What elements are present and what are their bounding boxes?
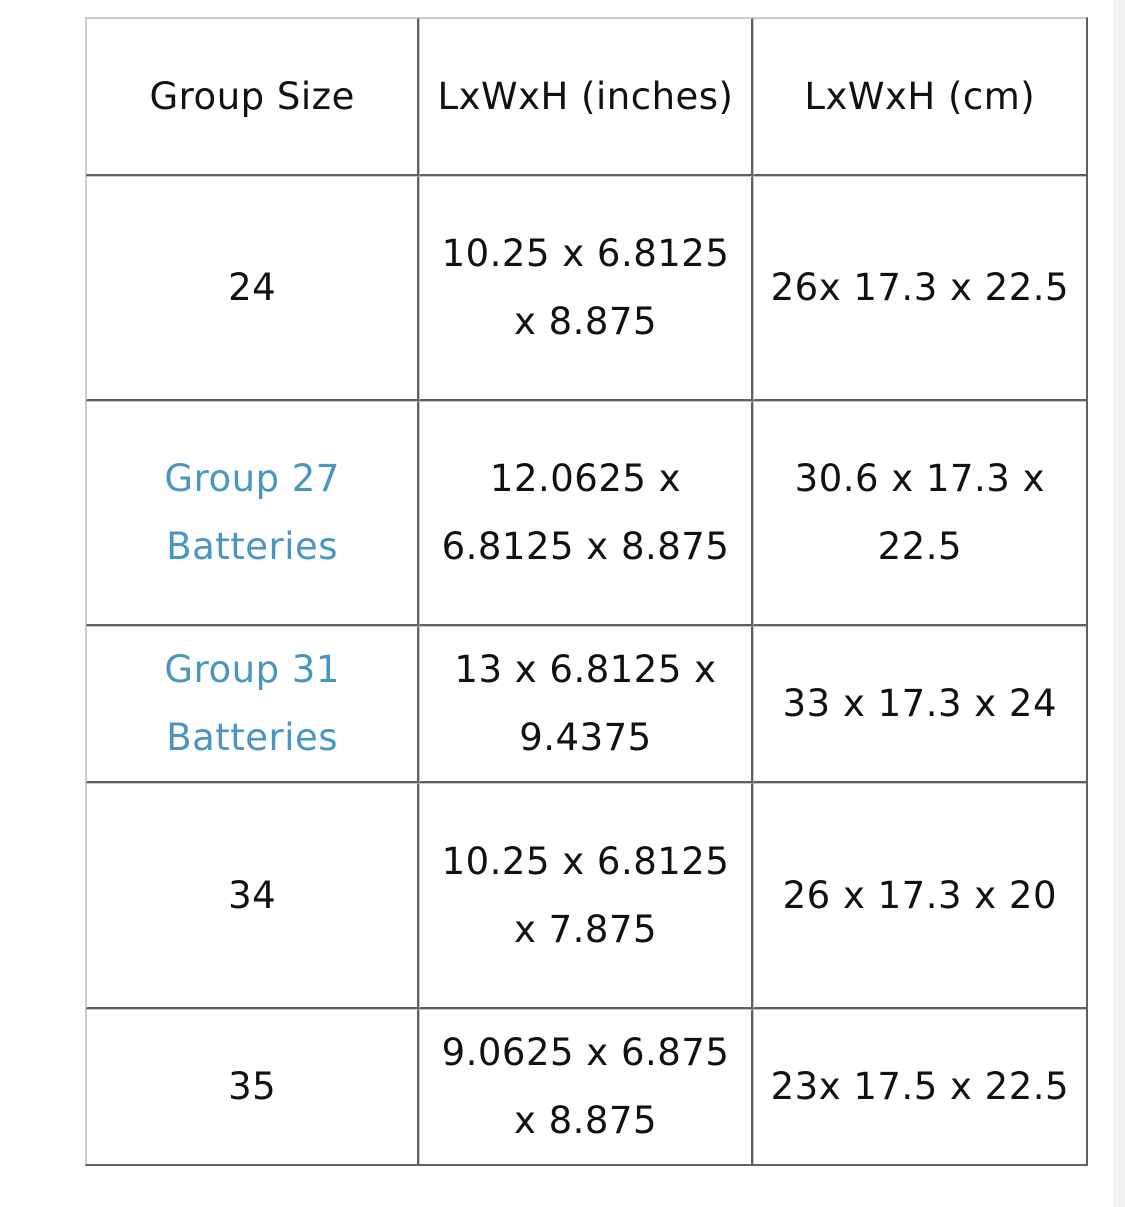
dimensions-cm-cell: 30.6 x 17.3 x 22.5 bbox=[752, 401, 1086, 626]
group-size-cell: Group 27 Batteries bbox=[86, 401, 420, 626]
dimensions-inches-cell: 13 x 6.8125 x 9.4375 bbox=[419, 626, 753, 783]
table-row: 34 10.25 x 6.8125 x 7.875 26 x 17.3 x 20 bbox=[86, 783, 1086, 1009]
table-row: 35 9.0625 x 6.875 x 8.875 23x 17.5 x 22.… bbox=[86, 1009, 1086, 1164]
dimensions-cm-cell: 23x 17.5 x 22.5 bbox=[752, 1009, 1086, 1164]
page-side-bar bbox=[1113, 0, 1125, 1207]
table-row: Group 27 Batteries 12.0625 x 6.8125 x 8.… bbox=[86, 401, 1086, 626]
header-row: Group Size LxWxH (inches) LxWxH (cm) bbox=[86, 18, 1086, 176]
table-row: Group 31 Batteries 13 x 6.8125 x 9.4375 … bbox=[86, 626, 1086, 783]
dimensions-cm-cell: 33 x 17.3 x 24 bbox=[752, 626, 1086, 783]
table-row: 24 10.25 x 6.8125 x 8.875 26x 17.3 x 22.… bbox=[86, 176, 1086, 401]
dimensions-inches-cell: 12.0625 x 6.8125 x 8.875 bbox=[419, 401, 753, 626]
group-31-batteries-link[interactable]: Group 31 Batteries bbox=[164, 648, 340, 759]
group-size-cell: 24 bbox=[86, 176, 420, 401]
dimensions-cm-cell: 26 x 17.3 x 20 bbox=[752, 783, 1086, 1009]
header-group-size: Group Size bbox=[86, 18, 420, 176]
header-dimensions-cm: LxWxH (cm) bbox=[752, 18, 1086, 176]
dimensions-inches-cell: 9.0625 x 6.875 x 8.875 bbox=[419, 1009, 753, 1164]
dimensions-inches-cell: 10.25 x 6.8125 x 7.875 bbox=[419, 783, 753, 1009]
group-size-cell: 35 bbox=[86, 1009, 420, 1164]
header-dimensions-inches: LxWxH (inches) bbox=[419, 18, 753, 176]
dimensions-inches-cell: 10.25 x 6.8125 x 8.875 bbox=[419, 176, 753, 401]
dimensions-cm-cell: 26x 17.3 x 22.5 bbox=[752, 176, 1086, 401]
group-size-cell: 34 bbox=[86, 783, 420, 1009]
group-size-cell: Group 31 Batteries bbox=[86, 626, 420, 783]
group-27-batteries-link[interactable]: Group 27 Batteries bbox=[164, 457, 340, 568]
battery-size-table: Group Size LxWxH (inches) LxWxH (cm) 24 … bbox=[85, 17, 1088, 1166]
